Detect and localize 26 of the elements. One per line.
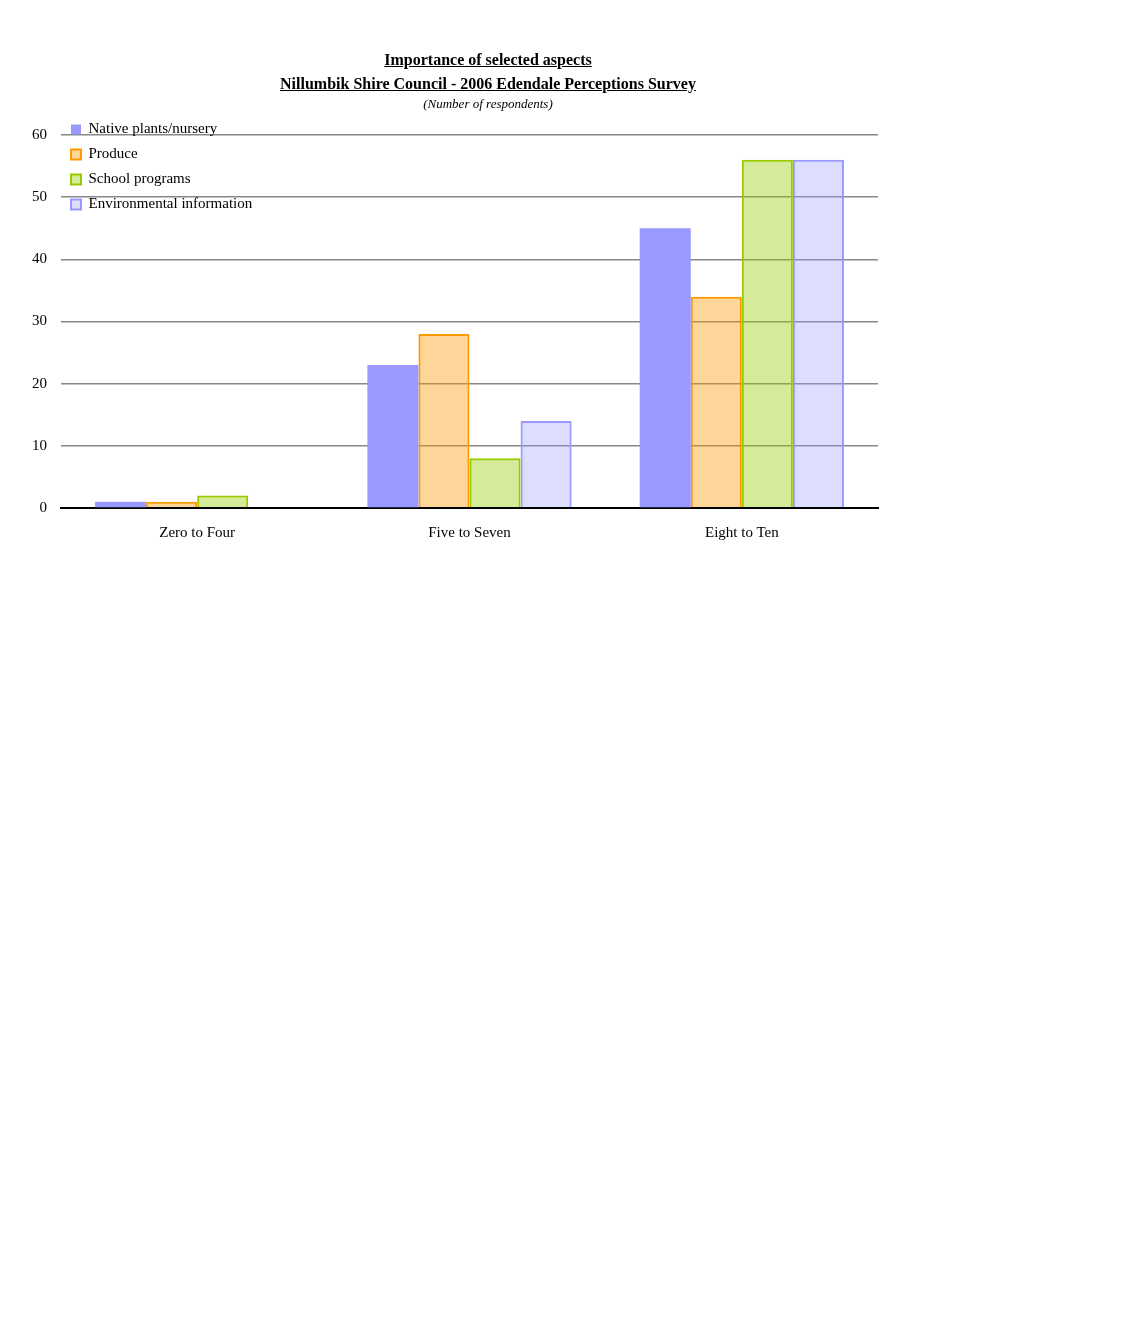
x-tick-label: Eight to Ten [705, 523, 780, 540]
chart-title: Importance of selected aspects Nillumbik Shire Council - 2006 Edendale Perceptions Survey [279, 50, 697, 95]
bar [469, 458, 521, 508]
legend-label: School programs [88, 170, 191, 187]
y-tick-label: 50 [32, 188, 47, 205]
bar [690, 296, 742, 508]
x-tick-label: Zero to Four [159, 523, 236, 540]
chart-subtitle: (Number of respondents) [422, 96, 554, 112]
bar [741, 159, 793, 508]
x-tick-label: Five to Seven [428, 523, 512, 540]
bar [792, 159, 844, 508]
legend-label: Native plants/nursery [88, 120, 218, 137]
bar [520, 420, 572, 508]
y-tick-label: 30 [32, 312, 47, 329]
y-tick-label: 40 [32, 250, 47, 267]
legend-label: Environmental information [88, 195, 253, 212]
y-tick-label: 10 [32, 436, 47, 453]
y-tick-label: 60 [32, 125, 47, 142]
legend-label: Produce [88, 145, 138, 162]
bar [639, 228, 691, 508]
bar [367, 365, 419, 508]
y-tick-label: 0 [39, 498, 47, 515]
bar [418, 333, 470, 508]
bar [95, 501, 147, 508]
y-tick-label: 20 [32, 374, 47, 391]
bar [197, 495, 249, 508]
